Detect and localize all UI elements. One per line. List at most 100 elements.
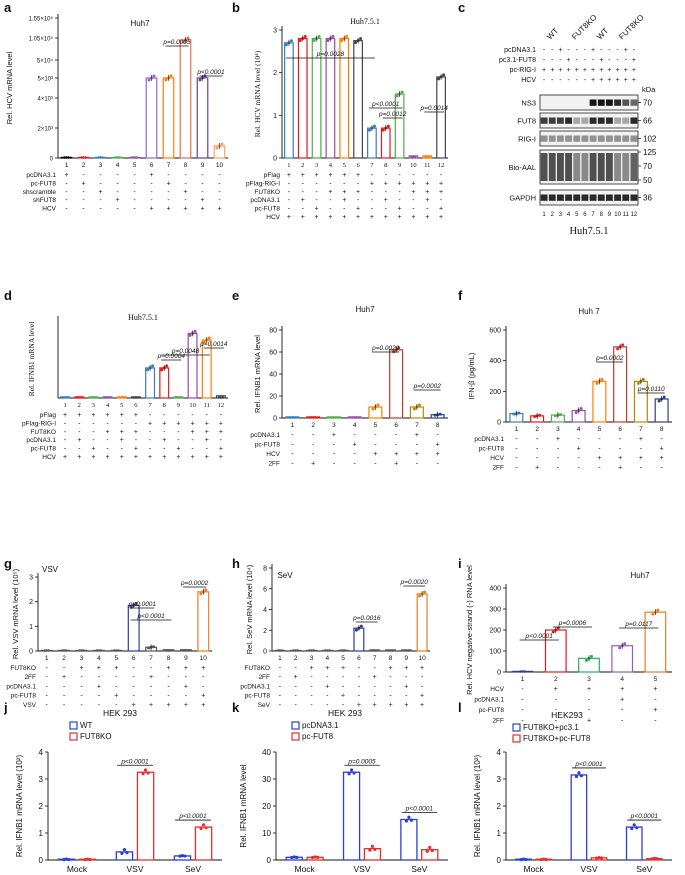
x-tick-label: 9 [177,402,180,409]
chart-d-condition-mark: + [106,412,110,419]
chart-h-condition-mark: + [388,702,392,709]
data-point [125,851,129,855]
data-point [80,649,83,652]
data-point [78,649,81,652]
chart-b-condition-mark: - [315,197,318,204]
y-tick-label: 200 [489,389,501,396]
bar [187,332,198,399]
chart-f-condition-label: 2FF [492,465,504,472]
chart-h-condition-mark: - [310,693,313,700]
bar [342,771,361,861]
chart-title: Huh7 [630,571,650,580]
chart-a-condition-mark: - [150,197,153,204]
blot-condition-mark: + [624,47,628,54]
chart-d-condition-mark: - [64,420,67,427]
kda-label: kDa [642,85,656,94]
data-point [407,649,410,652]
y-axis-label: Rel. IFNB1 mRNA level [239,764,248,847]
y-tick-label: 1 [39,829,44,838]
chart-h-condition-mark: - [389,693,392,700]
chart-g-condition-mark: - [115,683,118,690]
chart-f-condition-mark: + [639,455,643,462]
chart-f-condition-mark: - [598,446,601,453]
chart-a-condition-mark: + [149,206,153,213]
p-value-label: p=0.0012 [378,111,407,118]
chart-g-condition-mark: + [201,693,205,700]
blot-band-label: Bio-AAL [508,163,536,172]
data-point [118,156,121,159]
chart-h-condition-mark: + [420,665,424,672]
chart-d-condition-mark: + [176,454,180,461]
y-tick-label: 20 [269,394,277,401]
chart-d-condition-label: pc-FUT8 [31,446,57,453]
blot-condition-mark: + [550,67,554,74]
y-tick-label: 4 [497,748,502,757]
y-axis-label: Rel. VSV mRNA level (10⁵) [11,568,20,659]
chart-g-condition-mark: - [167,683,170,690]
chart-b-condition-mark: - [288,206,291,213]
chart-b-condition-mark: + [439,180,443,187]
x-tick-label: 1 [287,162,290,169]
chart-d-condition-mark: + [120,437,124,444]
chart-b-condition-mark: + [356,172,360,179]
x-tick-label: 10 [410,162,417,169]
chart-b-condition-mark: - [426,206,429,213]
blot-condition-mark: + [591,67,595,74]
chart-g-condition-mark: - [133,674,136,681]
legend-label: WT [80,721,93,730]
chart-f-condition-label: pc-FUT8 [479,446,505,453]
chart-e-condition-mark: + [394,451,398,458]
data-point [184,649,188,652]
chart-d-condition-mark: - [135,437,138,444]
y-tick-label: 400 [489,586,501,593]
chart-d-condition-mark: + [205,420,209,427]
data-point [97,156,100,159]
chart-b-condition-mark: + [315,206,319,213]
chart-a-condition-mark: - [133,206,136,213]
chart-d-condition-label: FUT8KO [30,429,56,436]
x-tick-label: 4 [620,676,624,683]
panel-letter-d: d [4,288,12,303]
data-point [120,851,124,856]
chart-d-condition-mark: - [163,429,166,436]
chart-h-condition-mark: - [358,693,361,700]
chart-g-condition-label: 2FF [24,674,36,681]
chart-e-condition-mark: - [291,461,294,468]
data-point [78,396,81,399]
blot-column-label: WT [595,26,610,41]
data-point [418,594,422,598]
data-point [97,649,101,652]
chart-b-condition-mark: - [371,197,374,204]
y-tick-label: 100 [489,649,501,656]
chart-b-condition-mark: - [398,172,401,179]
chart-d-condition-mark: + [205,454,209,461]
y-axis-label: Rel. IFNB1 mRNA level (10²) [15,755,24,858]
chart-i-condition-mark: - [621,707,624,714]
data-point [426,156,429,159]
bar [145,77,158,159]
chart-b-condition-mark: - [302,206,305,213]
data-point [45,649,48,652]
chart-f-condition-mark: + [535,465,539,472]
chart-b-condition-mark: + [301,214,305,221]
x-tick-label: 6 [356,162,360,169]
data-point [43,649,46,652]
chart-b-condition-mark: + [439,206,443,213]
data-point [175,396,178,399]
chart-f-condition-mark: + [597,455,601,462]
blot-condition-mark: - [576,57,579,64]
p-value-label: p=0.0028 [316,51,345,58]
data-point [585,658,588,662]
chart-b-condition-mark: - [288,189,291,196]
chart-d-condition-mark: - [106,420,109,427]
x-tick-label: 2 [82,162,86,169]
x-tick-label: 7 [373,655,377,662]
chart-g-condition-mark: - [80,693,83,700]
x-tick-label: 2 [294,655,298,662]
blot-condition-mark: + [583,67,587,74]
data-point [381,128,385,132]
chart-f-condition-mark: - [536,436,539,443]
chart-e-condition-mark: - [312,432,315,439]
data-point [122,396,125,399]
